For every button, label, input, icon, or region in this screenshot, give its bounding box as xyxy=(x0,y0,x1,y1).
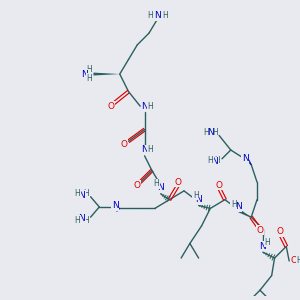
Text: N: N xyxy=(157,184,164,193)
Text: H: H xyxy=(212,128,218,137)
Text: O: O xyxy=(216,181,223,190)
Text: N: N xyxy=(154,11,161,20)
Text: N: N xyxy=(78,214,85,223)
Text: H: H xyxy=(162,11,168,20)
Text: H: H xyxy=(86,65,92,74)
Text: H: H xyxy=(231,200,237,208)
Text: H: H xyxy=(148,11,153,20)
Text: H: H xyxy=(153,179,159,188)
Text: N: N xyxy=(211,157,218,166)
Text: H: H xyxy=(193,191,199,200)
Text: N: N xyxy=(141,102,148,111)
Polygon shape xyxy=(237,208,251,217)
Text: O: O xyxy=(134,181,141,190)
Text: H: H xyxy=(207,156,213,165)
Text: N: N xyxy=(207,128,214,137)
Text: N: N xyxy=(78,191,85,200)
Text: H: H xyxy=(296,256,300,266)
Text: N: N xyxy=(242,154,249,163)
Text: H: H xyxy=(203,128,209,137)
Text: H: H xyxy=(83,216,89,225)
Text: O: O xyxy=(290,256,297,266)
Text: H: H xyxy=(148,146,153,154)
Text: H: H xyxy=(83,189,89,198)
Text: H: H xyxy=(74,189,80,198)
Text: O: O xyxy=(256,226,263,235)
Polygon shape xyxy=(94,73,120,76)
Text: N: N xyxy=(195,195,202,204)
Text: H: H xyxy=(74,216,80,225)
Text: O: O xyxy=(107,102,115,111)
Text: N: N xyxy=(235,202,242,211)
Text: N: N xyxy=(81,70,88,79)
Text: H: H xyxy=(264,238,270,247)
Text: H: H xyxy=(86,74,92,83)
Text: N: N xyxy=(112,201,119,210)
Text: O: O xyxy=(121,140,128,149)
Text: N: N xyxy=(260,242,266,251)
Text: H: H xyxy=(148,102,153,111)
Text: O: O xyxy=(277,227,284,236)
Text: O: O xyxy=(175,178,182,187)
Text: H: H xyxy=(215,156,220,165)
Text: N: N xyxy=(141,146,148,154)
